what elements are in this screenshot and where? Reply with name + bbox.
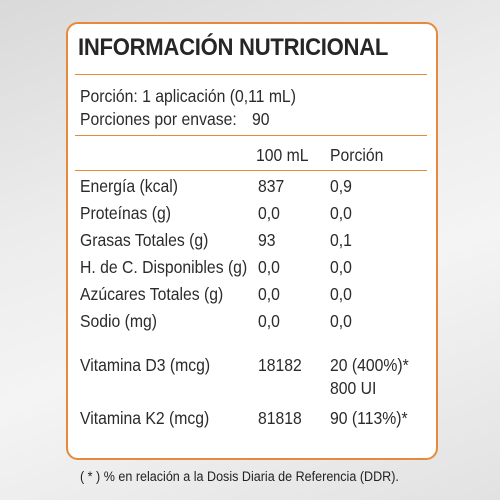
nutrient-value-portion: 0,0 [330, 284, 352, 304]
vitamin-value-portion: 20 (400%)* [330, 355, 409, 375]
divider-title [75, 74, 427, 75]
nutrient-value-100ml: 93 [258, 230, 276, 250]
vitamin-value-portion: 90 (113%)* [330, 408, 408, 428]
nutrient-value-100ml: 0,0 [258, 284, 280, 304]
vitamin-value-portion-extra: 800 UI [330, 378, 377, 398]
nutrient-name: Azúcares Totales (g) [80, 284, 224, 304]
vitamin-name: Vitamina D3 (mcg) [80, 355, 211, 375]
nutrient-value-100ml: 0,0 [258, 257, 280, 277]
nutrient-value-portion: 0,0 [330, 203, 352, 223]
nutrient-value-100ml: 837 [258, 176, 285, 196]
nutrient-name: Energía (kcal) [80, 176, 179, 196]
column-header-100ml: 100 mL [256, 145, 309, 165]
nutrient-value-portion: 0,9 [330, 176, 352, 196]
servings-per-container-value: 90 [252, 109, 270, 129]
divider-header [75, 170, 427, 171]
vitamin-value-100ml: 81818 [258, 408, 302, 428]
servings-per-container-label: Porciones por envase: [80, 109, 237, 129]
nutrient-name: Sodio (mg) [80, 311, 158, 331]
nutrient-value-portion: 0,0 [330, 257, 352, 277]
nutrient-value-100ml: 0,0 [258, 311, 280, 331]
column-header-portion: Porción [330, 145, 384, 165]
nutrient-value-portion: 0,0 [330, 311, 352, 331]
nutrition-title: INFORMACIÓN NUTRICIONAL [78, 34, 389, 61]
nutrient-name: H. de C. Disponibles (g) [80, 257, 248, 277]
ddr-footnote: ( * ) % en relación a la Dosis Diaria de… [80, 469, 399, 484]
nutrient-name: Proteínas (g) [80, 203, 172, 223]
divider-serving [75, 135, 427, 136]
nutrient-name: Grasas Totales (g) [80, 230, 209, 250]
vitamin-name: Vitamina K2 (mcg) [80, 408, 210, 428]
serving-size: Porción: 1 aplicación (0,11 mL) [80, 86, 296, 106]
vitamin-value-100ml: 18182 [258, 355, 302, 375]
nutrient-value-100ml: 0,0 [258, 203, 280, 223]
nutrition-facts-panel [66, 22, 438, 460]
nutrient-value-portion: 0,1 [330, 230, 352, 250]
